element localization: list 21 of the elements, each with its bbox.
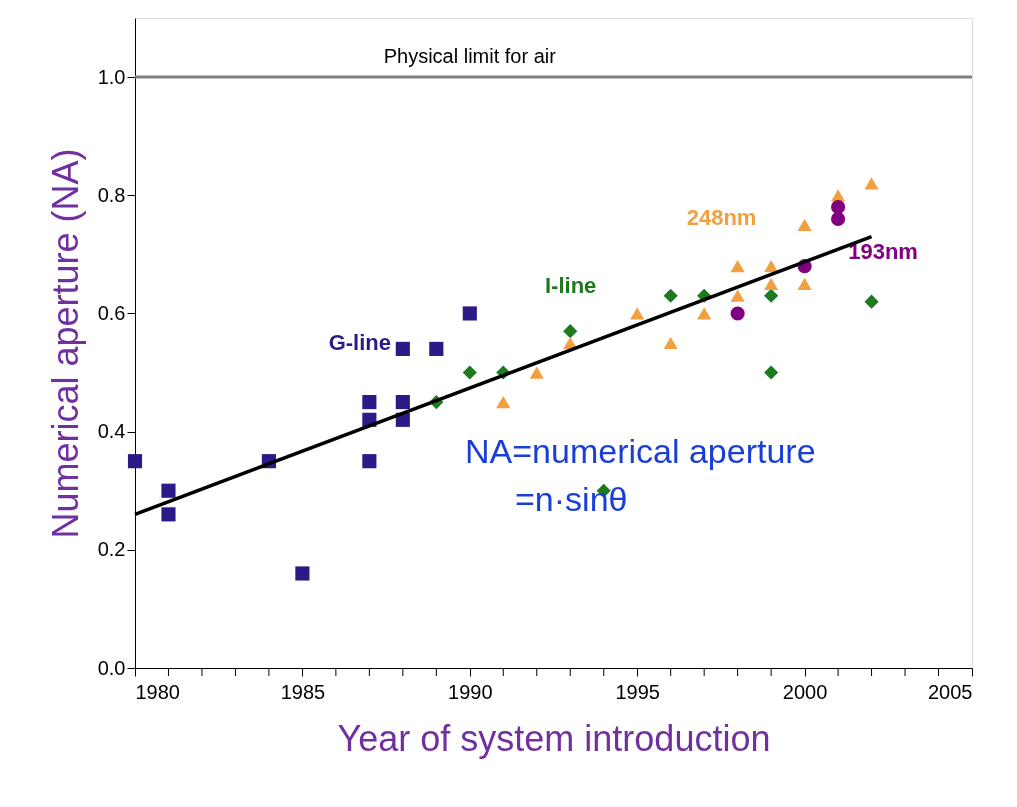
series-label: 248nm <box>686 205 757 231</box>
annotation: =n·sinθ <box>515 480 628 518</box>
x-axis-title: Year of system introduction <box>337 717 771 759</box>
x-tick-label: 2005 <box>928 680 973 703</box>
x-tick-label: 1995 <box>615 680 660 703</box>
ref-line-label: Physical limit for air <box>383 45 557 68</box>
x-tick-label: 2000 <box>782 680 828 703</box>
y-tick-label: 1.0 <box>97 65 126 88</box>
y-tick-label: 0.4 <box>97 420 126 443</box>
y-tick-label: 0.0 <box>97 656 126 679</box>
y-axis-title: Numerical aperture (NA) <box>44 148 86 539</box>
x-tick-label: 1980 <box>135 680 180 703</box>
y-tick-label: 0.6 <box>97 301 126 324</box>
y-tick-label: 0.2 <box>97 538 126 561</box>
annotation: NA=numerical aperture <box>465 432 816 470</box>
x-tick-label: 1985 <box>280 680 326 703</box>
series-label: I-line <box>545 272 597 298</box>
series-label: G-line <box>328 330 391 356</box>
y-tick-label: 0.8 <box>97 183 126 206</box>
series-label: 193nm <box>848 239 918 265</box>
x-tick-label: 1990 <box>448 680 493 703</box>
